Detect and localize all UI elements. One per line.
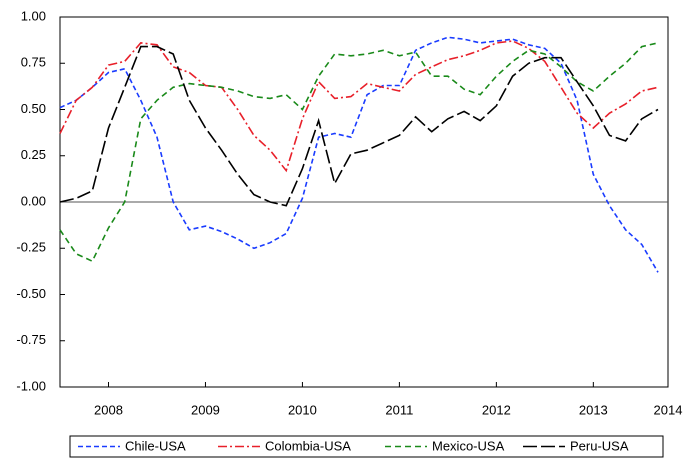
series-line <box>59 42 659 263</box>
y-tick-label: -0.50 <box>16 286 46 301</box>
x-tick-label: 2010 <box>288 402 317 417</box>
legend-label: Mexico-USA <box>432 438 505 453</box>
series-line <box>59 45 659 207</box>
legend-box <box>69 435 664 458</box>
x-tick-label: 2009 <box>191 402 220 417</box>
x-tick-label: 2013 <box>579 402 608 417</box>
y-tick-label: 0.25 <box>21 147 46 162</box>
y-tick-label: 1.00 <box>21 8 46 23</box>
y-tick-label: -0.25 <box>16 240 46 255</box>
x-tick-label: 2011 <box>385 402 413 417</box>
legend-label: Chile-USA <box>125 438 186 453</box>
y-tick-label: 0.75 <box>21 55 46 70</box>
y-tick-label: -0.75 <box>16 332 46 347</box>
series-line <box>59 40 659 173</box>
series-line <box>59 36 659 273</box>
y-tick-label: 0.00 <box>21 193 46 208</box>
y-tick-label: 0.50 <box>21 101 46 116</box>
legend-label: Peru-USA <box>570 438 629 453</box>
x-tick-label: 2014 <box>654 402 683 417</box>
y-tick-label: -1.00 <box>16 378 46 393</box>
x-tick-label: 2008 <box>94 402 123 417</box>
legend-label: Colombia-USA <box>265 438 351 453</box>
x-tick-label: 2012 <box>482 402 511 417</box>
